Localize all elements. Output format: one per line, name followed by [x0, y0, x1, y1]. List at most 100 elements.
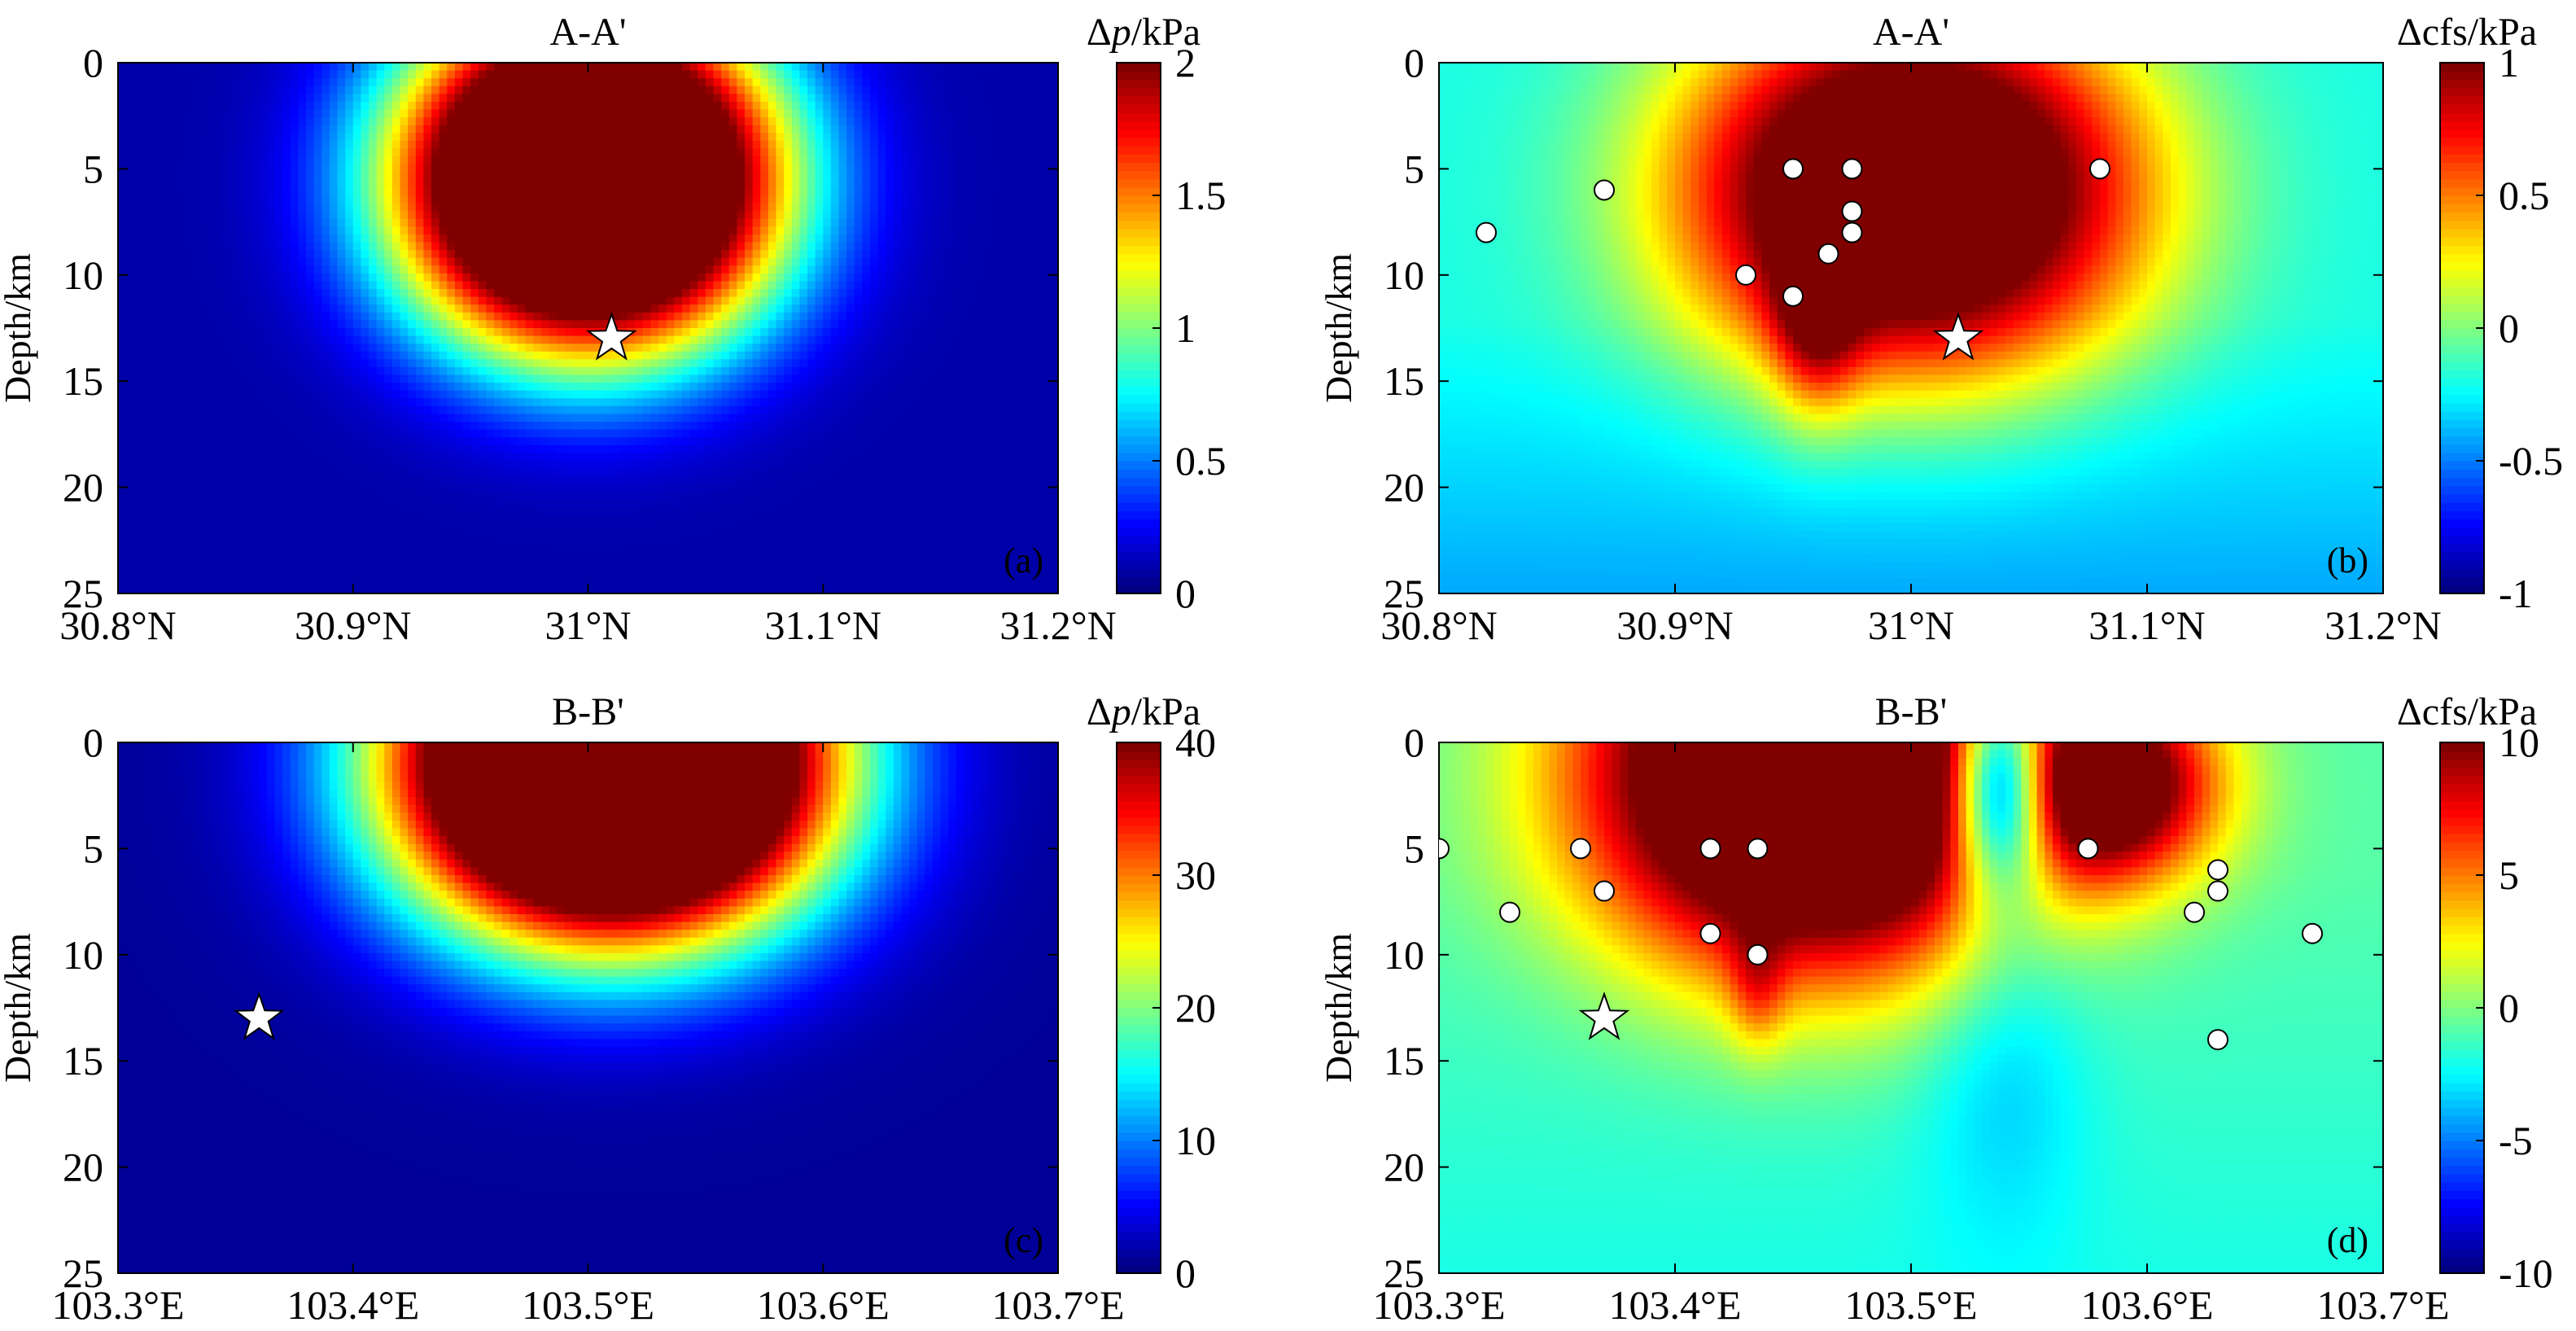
heatmap-cell	[611, 242, 620, 251]
heatmap-cell	[987, 335, 996, 344]
heatmap-cell	[212, 296, 221, 306]
heatmap-cell	[713, 366, 722, 376]
heatmap-cell	[361, 78, 370, 87]
heatmap-cell	[1018, 164, 1028, 173]
heatmap-cell	[431, 335, 440, 344]
heatmap-cell	[972, 312, 981, 322]
heatmap-cell	[791, 117, 801, 126]
heatmap-cell	[376, 281, 386, 290]
heatmap-cell	[948, 156, 957, 165]
heatmap-cell	[384, 148, 393, 157]
heatmap-cell	[893, 218, 903, 228]
heatmap-cell	[666, 148, 676, 157]
heatmap-cell	[964, 312, 973, 322]
heatmap-cell	[212, 164, 221, 173]
heatmap-cell	[799, 164, 808, 173]
heatmap-cell	[642, 117, 652, 126]
heatmap-cell	[823, 242, 832, 251]
heatmap-cell	[141, 70, 151, 79]
heatmap-cell	[925, 344, 934, 352]
heatmap-cell	[400, 344, 409, 352]
heatmap-cell	[784, 250, 793, 259]
heatmap-cell	[1042, 109, 1052, 118]
heatmap-cell	[337, 351, 346, 361]
heatmap-cell	[470, 226, 479, 235]
heatmap-cell	[462, 281, 471, 290]
heatmap-cell	[658, 164, 667, 173]
heatmap-cell	[352, 156, 362, 165]
heatmap-cell	[298, 304, 307, 313]
heatmap-cell	[517, 226, 527, 235]
heatmap-cell	[689, 351, 699, 361]
heatmap-cell	[588, 234, 597, 243]
heatmap-cell	[877, 304, 887, 313]
heatmap-cell	[345, 85, 354, 95]
heatmap-cell	[501, 359, 511, 368]
heatmap-cell	[737, 226, 746, 235]
heatmap-cell	[118, 320, 127, 329]
heatmap-cell	[454, 296, 464, 306]
heatmap-cell	[933, 359, 942, 368]
heatmap-cell	[698, 85, 706, 95]
heatmap-cell	[682, 335, 691, 344]
heatmap-cell	[901, 85, 910, 95]
heatmap-cell	[721, 211, 730, 220]
heatmap-cell	[1003, 156, 1012, 165]
heatmap-cell	[557, 109, 566, 118]
heatmap-cell	[181, 187, 190, 196]
heatmap-cell	[164, 344, 174, 352]
heatmap-cell	[784, 203, 793, 212]
heatmap-cell	[666, 226, 676, 235]
heatmap-cell	[203, 117, 213, 126]
heatmap-cell	[352, 63, 362, 72]
heatmap-cell	[345, 148, 354, 157]
heatmap-cell	[125, 156, 135, 165]
heatmap-cell	[376, 172, 386, 181]
heatmap-cell	[956, 226, 965, 235]
heatmap-cell	[118, 140, 127, 150]
heatmap-cell	[462, 320, 471, 329]
heatmap-cell	[893, 242, 903, 251]
heatmap-cell	[901, 257, 910, 267]
heatmap-cell	[557, 304, 566, 313]
heatmap-cell	[776, 366, 785, 376]
heatmap-cell	[196, 265, 205, 274]
heatmap-cell	[658, 265, 667, 274]
heatmap-cell	[352, 234, 362, 243]
heatmap-cell	[164, 304, 174, 313]
heatmap-cell	[259, 335, 268, 344]
heatmap-cell	[807, 312, 816, 322]
heatmap-cell	[533, 148, 542, 157]
heatmap-cell	[384, 211, 393, 220]
heatmap-cell	[369, 211, 378, 220]
heatmap-cell	[125, 250, 135, 259]
heatmap-cell	[408, 359, 417, 368]
heatmap-cell	[290, 109, 300, 118]
heatmap-cell	[266, 273, 276, 282]
heatmap-cell	[478, 133, 488, 142]
heatmap-cell	[768, 172, 777, 181]
heatmap-cell	[486, 265, 495, 274]
heatmap-cell	[227, 179, 237, 189]
heatmap-cell	[588, 172, 597, 181]
heatmap-cell	[313, 187, 323, 196]
heatmap-cell	[470, 265, 479, 274]
heatmap-cell	[979, 101, 989, 111]
panel-a: 30.8°N 30.9°N 31°N 31.1°N 31.2°N0510152025De…	[0, 11, 1227, 648]
heatmap-cell	[510, 328, 518, 337]
heatmap-cell	[188, 296, 198, 306]
heatmap-cell	[987, 148, 996, 157]
heatmap-cell	[251, 359, 260, 368]
heatmap-cell	[713, 304, 722, 313]
heatmap-cell	[745, 218, 754, 228]
heatmap-cell	[925, 140, 934, 150]
heatmap-cell	[799, 70, 808, 79]
heatmap-cell	[721, 203, 730, 212]
heatmap-cell	[956, 328, 965, 337]
heatmap-cell	[964, 304, 973, 313]
heatmap-cell	[447, 148, 456, 157]
heatmap-cell	[1042, 211, 1052, 220]
heatmap-cell	[698, 203, 706, 212]
heatmap-cell	[698, 273, 706, 282]
heatmap-cell	[321, 351, 330, 361]
